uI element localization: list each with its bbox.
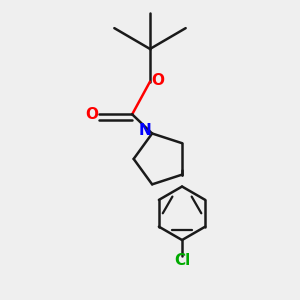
Text: Cl: Cl <box>174 253 190 268</box>
Text: O: O <box>151 73 164 88</box>
Text: N: N <box>138 123 151 138</box>
Text: O: O <box>85 107 98 122</box>
